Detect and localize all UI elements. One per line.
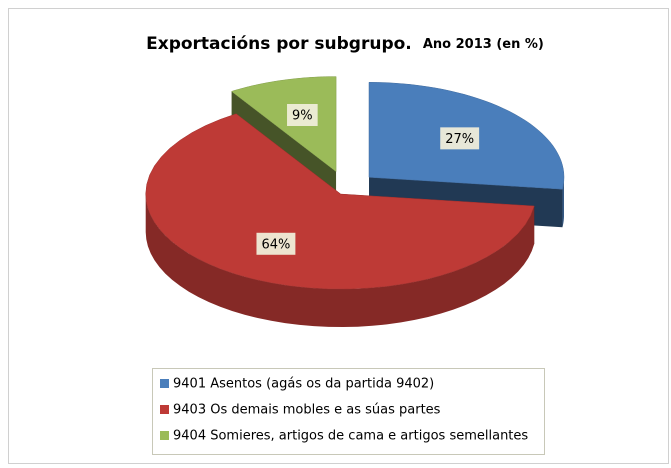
slice-top bbox=[145, 113, 535, 290]
legend-swatch bbox=[160, 431, 169, 440]
slice-side bbox=[145, 194, 535, 327]
legend-label: 9404 Somieres, artigos de cama e artigos… bbox=[173, 429, 528, 444]
data-label-box bbox=[287, 104, 318, 127]
legend-swatch bbox=[160, 379, 169, 388]
chart-heading: Exportacións por subgrupo. Ano 2013 (en … bbox=[146, 34, 544, 55]
legend-box bbox=[152, 368, 545, 455]
legend-label: 9401 Asentos (agás os da partida 9402) bbox=[173, 377, 434, 392]
data-label: 64% bbox=[261, 237, 290, 252]
slice bbox=[145, 113, 535, 327]
chart-title: Exportacións por subgrupo. bbox=[146, 34, 412, 54]
slice-top bbox=[231, 76, 337, 173]
legend-swatch bbox=[160, 405, 169, 414]
slice-side bbox=[562, 177, 564, 228]
data-label-box bbox=[440, 127, 480, 150]
chart-subtitle: Ano 2013 (en %) bbox=[423, 37, 544, 52]
data-label: 27% bbox=[445, 132, 474, 147]
data-label: 9% bbox=[292, 109, 313, 124]
legend-label: 9403 Os demais mobles e as súas partes bbox=[173, 403, 441, 418]
data-label-box bbox=[256, 232, 296, 255]
